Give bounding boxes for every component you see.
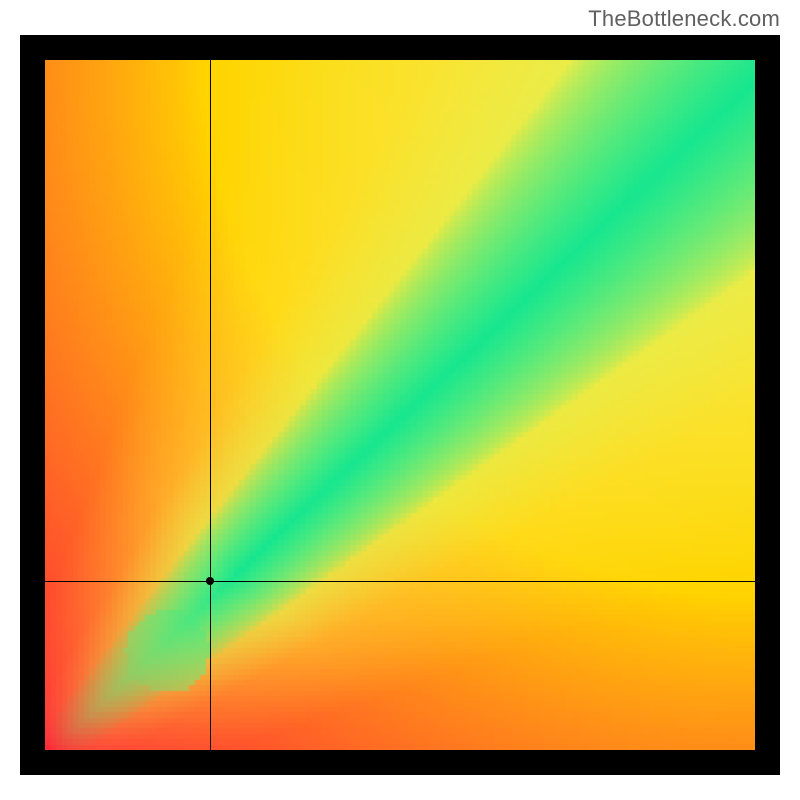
- crosshair-vertical: [210, 35, 211, 775]
- watermark-text: TheBottleneck.com: [588, 6, 780, 32]
- crosshair-marker[interactable]: [206, 577, 214, 585]
- heatmap-canvas: [45, 60, 755, 750]
- crosshair-horizontal: [20, 581, 780, 582]
- root: TheBottleneck.com: [0, 0, 800, 800]
- plot-frame: [20, 35, 780, 775]
